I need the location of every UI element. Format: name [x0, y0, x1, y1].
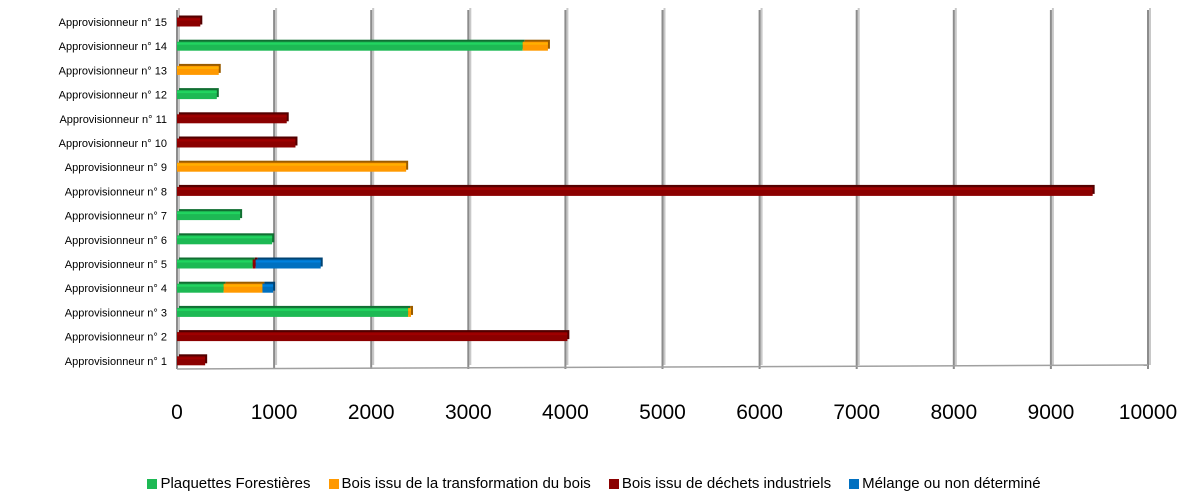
category-label: Approvisionneur n° 9 [65, 162, 167, 174]
x-tick-label: 8000 [930, 401, 977, 424]
bar-segment [177, 283, 224, 293]
bar-segment [408, 307, 412, 317]
bar-segment-highlight [522, 42, 548, 45]
bar-segment-highlight [177, 115, 287, 118]
legend-entry: Plaquettes Forestières [147, 475, 311, 492]
x-tick-label: 2000 [348, 401, 395, 424]
bar-segment-highlight [177, 308, 409, 311]
category-label: Approvisionneur n° 14 [59, 41, 167, 53]
x-tick-label: 0 [171, 401, 183, 424]
x-tick-label: 10000 [1119, 401, 1177, 424]
bar-segment-highlight [177, 91, 217, 94]
bar-segment-highlight [177, 333, 568, 336]
x-tick-label: 4000 [542, 401, 589, 424]
legend-swatch [608, 478, 619, 489]
x-tick-label: 5000 [639, 401, 686, 424]
category-label: Approvisionneur n° 2 [65, 332, 167, 344]
bar-segment-depth [410, 305, 414, 315]
x-tick-label: 6000 [736, 401, 783, 424]
bar-segment [177, 162, 407, 172]
bar-segment [223, 283, 263, 293]
legend-swatch [849, 478, 860, 489]
bar-segment-highlight [223, 284, 263, 287]
bar-segment [262, 283, 274, 293]
category-label: Approvisionneur n° 10 [59, 138, 167, 150]
bar-segment-highlight [177, 260, 253, 263]
category-label: Approvisionneur n° 6 [65, 235, 167, 247]
legend-label: Plaquettes Forestières [160, 475, 311, 492]
category-label: Approvisionneur n° 15 [59, 17, 167, 29]
x-tick-label: 9000 [1028, 401, 1075, 424]
legend-entry: Bois issu de la transformation du bois [328, 475, 591, 492]
bar-segment-highlight [262, 284, 274, 287]
x-tick-label: 7000 [833, 401, 880, 424]
bar-segment-highlight [177, 187, 1093, 190]
bar-segment [177, 138, 296, 148]
bar-segment [177, 332, 568, 342]
legend-label: Mélange ou non déterminé [862, 475, 1041, 492]
legend-label: Bois issu de déchets industriels [621, 475, 832, 492]
bar-segment [177, 356, 206, 366]
bar-segment-highlight [177, 42, 523, 45]
bar-segment [177, 211, 241, 221]
bar-segment [177, 65, 219, 75]
axis-floor [176, 364, 1149, 370]
x-tick-label: 3000 [445, 401, 492, 424]
x-tick-label: 1000 [251, 401, 298, 424]
legend-label: Bois issu de la transformation du bois [341, 475, 591, 492]
bar-segment-highlight [255, 260, 321, 263]
bar-segment-highlight [177, 212, 241, 215]
legend-entry: Mélange ou non déterminé [849, 475, 1041, 492]
category-label: Approvisionneur n° 7 [65, 211, 167, 223]
bar-segment-highlight [252, 260, 256, 263]
category-label: Approvisionneur n° 12 [59, 90, 167, 102]
bar-segment [177, 90, 217, 100]
bar-segment [177, 41, 523, 51]
legend-swatch [147, 478, 158, 489]
legend-entry: Bois issu de déchets industriels [608, 475, 832, 492]
bar-chart: Approvisionneur n° 1 Approvisionneur n° 2… [59, 8, 1177, 424]
bar-segment [177, 307, 409, 317]
bar-segment [177, 259, 253, 269]
category-label: Approvisionneur n° 1 [65, 356, 167, 368]
bar-segment-highlight [177, 66, 219, 69]
bar-segment [522, 41, 548, 51]
chart-legend: Plaquettes Forestières Bois issu de la tr… [0, 472, 1188, 495]
bar-segment-highlight [177, 284, 224, 287]
bar-segment-highlight [177, 18, 201, 21]
bar-segment-highlight [177, 163, 407, 166]
bar-segment [177, 235, 273, 245]
legend-swatch [328, 478, 339, 489]
bar-segment [255, 259, 321, 269]
bar-segment [177, 186, 1093, 196]
category-label: Approvisionneur n° 11 [59, 114, 167, 126]
bar-segment-highlight [408, 308, 412, 311]
bar-segment-highlight [177, 139, 296, 142]
bar-segment [177, 17, 201, 27]
bar-segment [177, 114, 287, 124]
category-label: Approvisionneur n° 8 [65, 186, 167, 198]
bar-segment [252, 259, 256, 269]
bar-segment-highlight [177, 236, 273, 239]
bar-segment-highlight [177, 357, 206, 360]
category-label: Approvisionneur n° 5 [65, 259, 167, 271]
category-label: Approvisionneur n° 13 [59, 65, 167, 77]
category-label: Approvisionneur n° 3 [65, 307, 167, 319]
category-label: Approvisionneur n° 4 [65, 283, 167, 295]
